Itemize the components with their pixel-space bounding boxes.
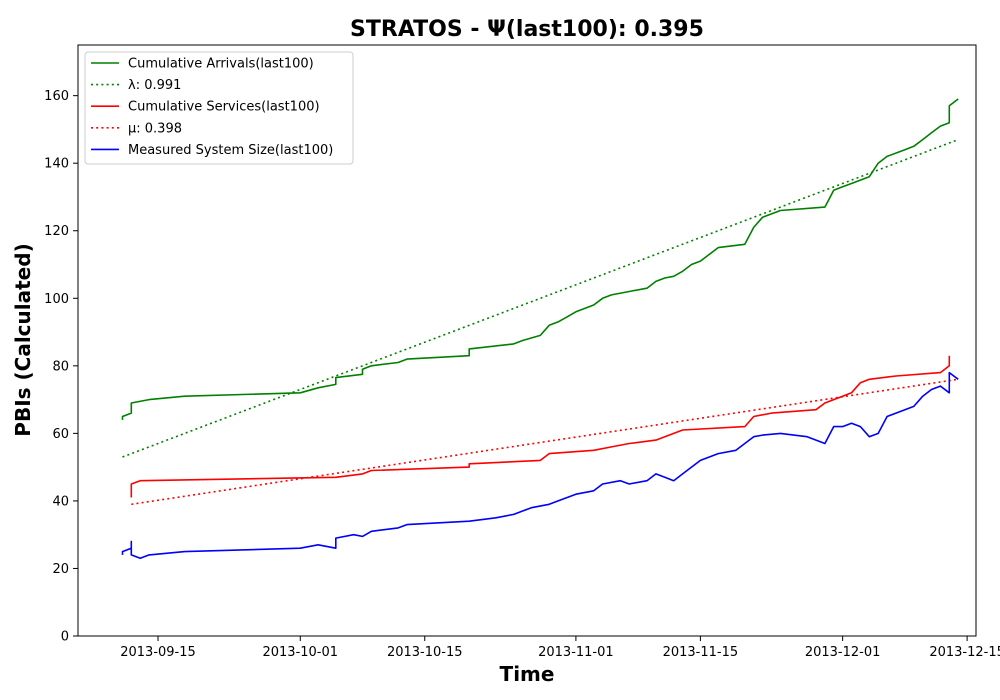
y-tick-label: 120	[44, 224, 69, 239]
legend-label: Cumulative Arrivals(last100)	[128, 57, 314, 72]
plot-area	[121, 98, 959, 560]
y-tick-label: 140	[44, 157, 69, 172]
x-tick-label: 2013-10-01	[262, 645, 338, 660]
series-line-1	[122, 138, 959, 458]
legend: Cumulative Arrivals(last100) λ: 0.991 Cumu…	[84, 51, 354, 165]
series-line-2	[130, 355, 951, 498]
x-tick-label: 2013-11-15	[663, 645, 739, 660]
x-axis-title: Time	[500, 662, 555, 686]
y-tick-label: 60	[52, 427, 69, 442]
x-tick-label: 2013-09-15	[120, 645, 196, 660]
x-tick-label: 2013-10-15	[387, 645, 463, 660]
y-tick-label: 100	[44, 292, 69, 307]
legend-box	[84, 51, 354, 165]
plot-frame	[77, 44, 977, 637]
y-axis-title: PBIs (Calculated)	[11, 243, 35, 436]
y-tick-label: 160	[44, 89, 69, 104]
x-axis: 2013-09-15 2013-10-01 2013-10-15 2013-11-01…	[120, 636, 1000, 660]
legend-label: μ: 0.398	[128, 121, 182, 136]
y-axis: 0 20 40 60 80 100 120 140 160	[44, 89, 78, 645]
x-tick-label: 2013-11-01	[538, 645, 614, 660]
x-tick-label: 2013-12-15	[929, 645, 1000, 660]
y-tick-label: 80	[52, 359, 69, 374]
legend-label: Cumulative Services(last100)	[128, 100, 320, 115]
chart-title: STRATOS - Ψ(last100): 0.395	[350, 17, 704, 42]
series-line-3	[131, 378, 959, 506]
legend-label: Measured System Size(last100)	[128, 143, 333, 158]
legend-label: λ: 0.991	[128, 78, 181, 93]
y-tick-label: 0	[61, 630, 69, 645]
y-tick-label: 40	[52, 494, 69, 509]
series-line-4	[121, 371, 959, 560]
y-tick-label: 20	[52, 562, 69, 577]
x-tick-label: 2013-12-01	[805, 645, 881, 660]
